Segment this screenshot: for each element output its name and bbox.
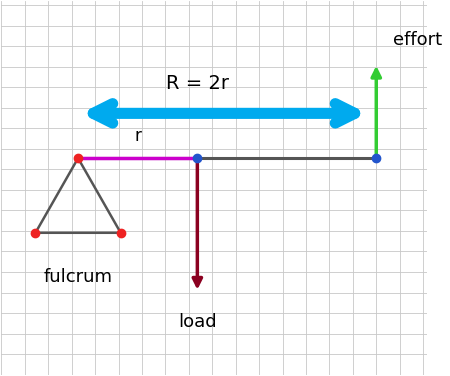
Text: effort: effort [393,31,442,49]
Text: r: r [134,127,141,145]
Text: fulcrum: fulcrum [44,268,113,286]
Text: R = 2r: R = 2r [166,74,229,93]
Text: load: load [178,313,216,331]
